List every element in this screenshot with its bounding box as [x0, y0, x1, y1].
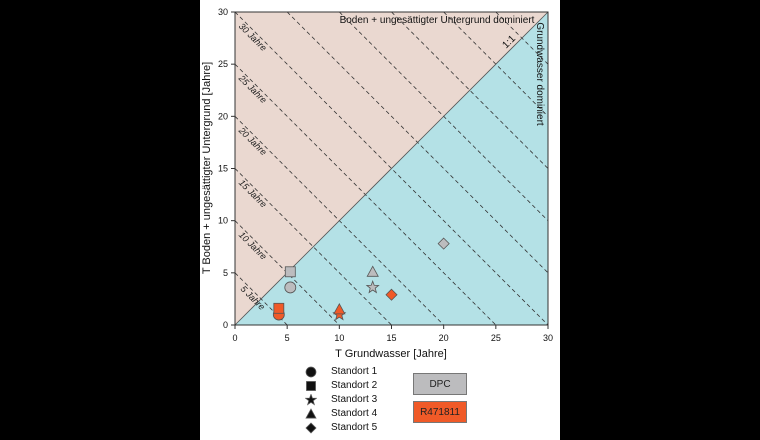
x-tick-label: 0 [232, 333, 237, 343]
isoline-30 [234, 11, 549, 326]
x-tick-label: 10 [334, 333, 344, 343]
legend-label: Standort 5 [331, 422, 378, 433]
triangle-icon [305, 407, 317, 418]
lower-region-label: Grundwasser dominiert [534, 22, 545, 126]
diamond-icon [305, 421, 317, 434]
star-icon [305, 393, 317, 405]
data-point [333, 303, 346, 315]
y-tick-label: 30 [218, 7, 228, 17]
data-point [385, 288, 398, 301]
y-tick-label: 20 [218, 111, 228, 121]
data-point [366, 265, 379, 277]
square-icon [306, 380, 316, 391]
legend-item: Standort 4 [305, 407, 377, 420]
legend-item: Standort 3 [305, 393, 377, 406]
y-tick-label: 5 [223, 268, 228, 278]
x-axis-label: T Grundwasser [Jahre] [335, 348, 447, 360]
y-tick-label: 25 [218, 59, 228, 69]
legend-sample-dpc: DPC [413, 373, 467, 395]
x-tick-label: 25 [491, 333, 501, 343]
y-tick-label: 15 [218, 164, 228, 174]
x-tick-label: 30 [543, 333, 553, 343]
data-point [284, 281, 297, 294]
y-tick-label: 0 [223, 320, 228, 330]
data-point [365, 280, 380, 294]
legend-label: Standort 4 [331, 408, 378, 419]
legend-label: Standort 2 [331, 380, 378, 391]
legend-item: Standort 1 [305, 365, 377, 378]
x-tick-label: 15 [386, 333, 396, 343]
x-tick-label: 5 [285, 333, 290, 343]
legend-item: Standort 2 [305, 379, 377, 392]
data-point [273, 302, 285, 314]
circle-icon [305, 366, 317, 377]
legend-marker [305, 393, 317, 405]
legend-marker [305, 421, 317, 434]
isoline-45 [391, 11, 549, 169]
x-tick-label: 20 [439, 333, 449, 343]
y-tick-label: 10 [218, 216, 228, 226]
legend-item: Standort 5 [305, 421, 377, 434]
isoline-15 [234, 168, 392, 326]
y-axis-label: T Boden + ungesättigter Untergrund [Jahr… [201, 62, 213, 274]
legend-marker [305, 407, 317, 418]
data-point [284, 266, 296, 278]
data-point [437, 237, 450, 250]
legend-marker [305, 366, 317, 377]
upper-region-label: Boden + ungesättigter Untergrund dominie… [340, 15, 535, 26]
legend-label: Standort 3 [331, 394, 378, 405]
legend-sample-r471811: R471811 [413, 401, 467, 423]
legend-marker [306, 380, 316, 391]
legend-label: Standort 1 [331, 366, 378, 377]
